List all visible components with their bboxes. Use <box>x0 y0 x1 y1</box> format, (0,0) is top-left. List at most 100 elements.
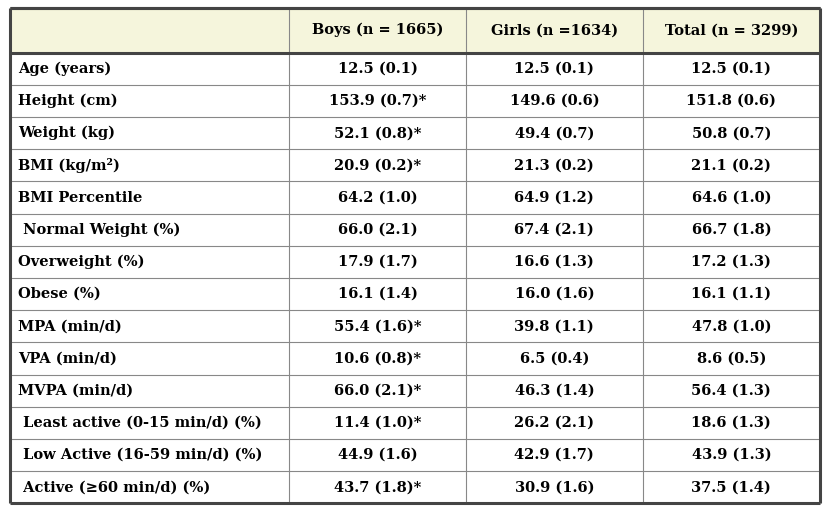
Bar <box>290 181 466 214</box>
Bar <box>466 342 642 375</box>
Bar <box>466 149 642 181</box>
Bar <box>642 278 820 310</box>
Bar <box>290 149 466 181</box>
Text: Normal Weight (%): Normal Weight (%) <box>18 223 181 237</box>
Text: 56.4 (1.3): 56.4 (1.3) <box>691 384 771 398</box>
Bar <box>10 246 290 278</box>
Bar <box>642 246 820 278</box>
Text: 20.9 (0.2)*: 20.9 (0.2)* <box>334 158 422 172</box>
Text: Weight (kg): Weight (kg) <box>18 126 115 141</box>
Bar <box>466 407 642 439</box>
Bar <box>290 117 466 149</box>
Bar <box>466 53 642 85</box>
Text: 16.0 (1.6): 16.0 (1.6) <box>515 287 594 301</box>
Text: 64.2 (1.0): 64.2 (1.0) <box>338 191 417 204</box>
Text: 26.2 (2.1): 26.2 (2.1) <box>515 416 594 430</box>
Bar <box>290 85 466 117</box>
Text: 149.6 (0.6): 149.6 (0.6) <box>510 94 599 108</box>
Bar <box>290 342 466 375</box>
Text: Least active (0-15 min/d) (%): Least active (0-15 min/d) (%) <box>18 416 262 430</box>
Bar <box>642 8 820 53</box>
Text: 12.5 (0.1): 12.5 (0.1) <box>515 62 594 76</box>
Bar <box>10 310 290 342</box>
Text: 66.7 (1.8): 66.7 (1.8) <box>691 223 771 237</box>
Text: VPA (min/d): VPA (min/d) <box>18 352 117 365</box>
Bar <box>642 181 820 214</box>
Text: 153.9 (0.7)*: 153.9 (0.7)* <box>329 94 427 108</box>
Text: Active (≥60 min/d) (%): Active (≥60 min/d) (%) <box>18 480 211 494</box>
Text: 151.8 (0.6): 151.8 (0.6) <box>686 94 776 108</box>
Bar <box>290 439 466 471</box>
Bar <box>290 310 466 342</box>
Text: Overweight (%): Overweight (%) <box>18 255 144 269</box>
Text: 49.4 (0.7): 49.4 (0.7) <box>515 126 594 140</box>
Text: 8.6 (0.5): 8.6 (0.5) <box>696 352 766 365</box>
Text: 67.4 (2.1): 67.4 (2.1) <box>515 223 594 237</box>
Text: 42.9 (1.7): 42.9 (1.7) <box>515 448 594 462</box>
Bar <box>10 278 290 310</box>
Text: Total (n = 3299): Total (n = 3299) <box>665 23 798 37</box>
Bar <box>10 439 290 471</box>
Text: 64.6 (1.0): 64.6 (1.0) <box>691 191 771 204</box>
Bar <box>642 214 820 246</box>
Bar <box>642 310 820 342</box>
Text: 39.8 (1.1): 39.8 (1.1) <box>515 319 594 333</box>
Bar <box>642 407 820 439</box>
Text: 52.1 (0.8)*: 52.1 (0.8)* <box>334 126 422 140</box>
Bar <box>290 214 466 246</box>
Text: BMI (kg/m²): BMI (kg/m²) <box>18 158 120 173</box>
Bar <box>10 375 290 407</box>
Text: 17.9 (1.7): 17.9 (1.7) <box>338 255 417 269</box>
Bar <box>290 246 466 278</box>
Bar <box>642 439 820 471</box>
Bar <box>10 342 290 375</box>
Text: MPA (min/d): MPA (min/d) <box>18 319 122 333</box>
Bar <box>10 117 290 149</box>
Text: Boys (n = 1665): Boys (n = 1665) <box>312 23 443 37</box>
Text: 10.6 (0.8)*: 10.6 (0.8)* <box>334 352 422 365</box>
Text: Height (cm): Height (cm) <box>18 94 118 108</box>
Bar <box>466 375 642 407</box>
Text: 44.9 (1.6): 44.9 (1.6) <box>338 448 417 462</box>
Bar <box>466 181 642 214</box>
Text: 66.0 (2.1): 66.0 (2.1) <box>338 223 417 237</box>
Text: 12.5 (0.1): 12.5 (0.1) <box>338 62 417 76</box>
Text: 64.9 (1.2): 64.9 (1.2) <box>515 191 594 204</box>
Bar <box>10 85 290 117</box>
Text: MVPA (min/d): MVPA (min/d) <box>18 384 134 398</box>
Bar <box>642 375 820 407</box>
Text: 55.4 (1.6)*: 55.4 (1.6)* <box>334 319 422 333</box>
Text: 21.1 (0.2): 21.1 (0.2) <box>691 158 771 172</box>
Bar <box>642 342 820 375</box>
Text: Low Active (16-59 min/d) (%): Low Active (16-59 min/d) (%) <box>18 448 262 462</box>
Text: BMI Percentile: BMI Percentile <box>18 191 143 204</box>
Bar <box>466 439 642 471</box>
Bar <box>10 149 290 181</box>
Bar <box>10 471 290 503</box>
Text: 6.5 (0.4): 6.5 (0.4) <box>520 352 589 365</box>
Bar <box>10 181 290 214</box>
Bar <box>466 278 642 310</box>
Bar <box>642 149 820 181</box>
Text: 12.5 (0.1): 12.5 (0.1) <box>691 62 771 76</box>
Bar <box>290 278 466 310</box>
Bar <box>466 246 642 278</box>
Text: Obese (%): Obese (%) <box>18 287 101 301</box>
Bar <box>466 117 642 149</box>
Text: 18.6 (1.3): 18.6 (1.3) <box>691 416 771 430</box>
Bar <box>290 8 466 53</box>
Text: Age (years): Age (years) <box>18 62 111 76</box>
Bar <box>642 117 820 149</box>
Text: 16.6 (1.3): 16.6 (1.3) <box>515 255 594 269</box>
Bar <box>10 407 290 439</box>
Bar <box>466 85 642 117</box>
Text: 16.1 (1.4): 16.1 (1.4) <box>338 287 417 301</box>
Bar <box>10 214 290 246</box>
Bar <box>10 8 290 53</box>
Bar <box>290 375 466 407</box>
Bar <box>10 53 290 85</box>
Text: 16.1 (1.1): 16.1 (1.1) <box>691 287 771 301</box>
Bar <box>466 8 642 53</box>
Bar <box>466 310 642 342</box>
Text: 46.3 (1.4): 46.3 (1.4) <box>515 384 594 398</box>
